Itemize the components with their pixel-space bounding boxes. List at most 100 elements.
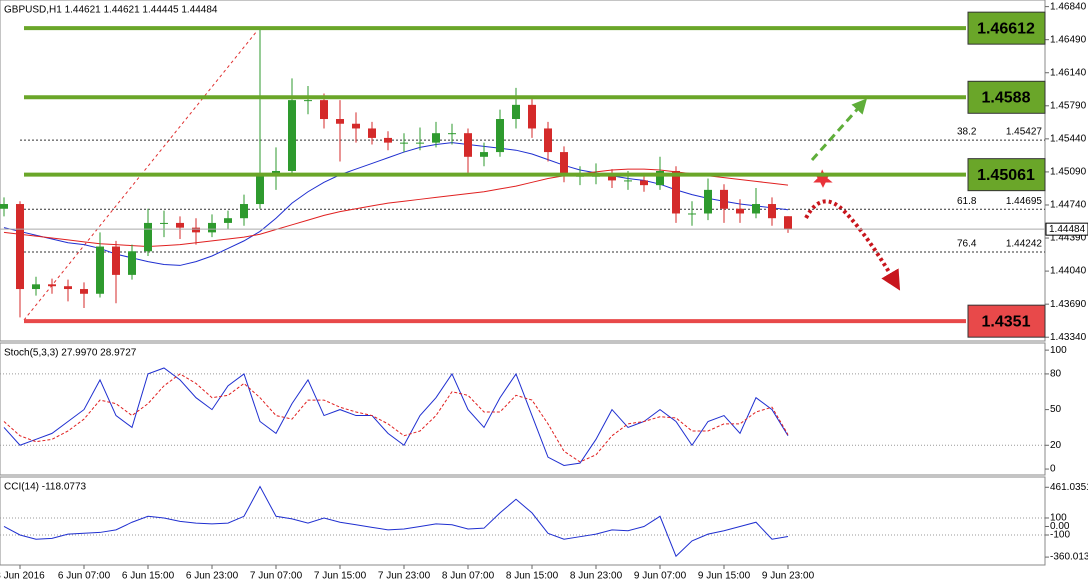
y-tick-label: 100 [1050,513,1067,524]
level-box [967,304,1046,338]
y-tick-label: 1.46490 [1050,34,1087,45]
candle-body [400,142,408,144]
y-tick-label: 100 [1050,345,1067,356]
y-tick-label: 50 [1050,404,1062,415]
candle-body [656,170,664,186]
candle-body [640,180,648,186]
candle-body [544,128,552,153]
last-price-label: 1.44484 [1049,224,1086,235]
panel-title: Stoch(5,3,3) 27.9970 28.9727 [4,348,137,359]
x-tick-label: 9 Jun 23:00 [762,571,815,582]
indicator-line [3,373,789,463]
indicator-line [3,485,789,558]
last-price-box [1045,222,1088,236]
candle-body [736,208,744,214]
candle-body [464,133,472,157]
x-tick-label: 6 Jun 23:00 [186,571,239,582]
main-panel-frame [0,0,1046,342]
candle-body [176,222,184,228]
candle-body [64,286,72,290]
candle-body [0,204,8,209]
candle-body [208,222,216,233]
candle-body [240,204,248,219]
y-tick-label: 1.46140 [1050,67,1087,78]
down-scenario-arrow [804,199,901,291]
indicator-line [3,168,789,248]
x-tick-label: 7 Jun 23:00 [378,571,431,582]
y-tick-label: 1.45790 [1050,100,1087,111]
candle-body [256,175,264,205]
panel-title: GBPUSD,H1 1.44621 1.44621 1.44445 1.4448… [4,5,218,16]
candle-body [448,133,456,135]
candle-body [304,100,312,102]
y-tick-label: -100 [1050,530,1070,541]
level-label: 1.45061 [977,167,1035,184]
y-tick-label: 1.43340 [1050,332,1087,343]
candle-body [112,246,120,275]
candle-body [16,204,24,290]
y-tick-label: 1.44040 [1050,266,1087,277]
x-tick-label: 8 Jun 07:00 [442,571,495,582]
y-tick-label: 1.46840 [1050,1,1087,12]
x-tick-label: 8 Jun 23:00 [570,571,623,582]
x-tick-label: 3 Jun 2016 [0,571,45,582]
candle-body [192,227,200,233]
x-tick-label: 7 Jun 15:00 [314,571,367,582]
candle-body [608,175,616,181]
candle-body [528,104,536,129]
fib-label: 76.4 [957,239,977,250]
y-tick-label: -360.0134 [1050,552,1088,563]
cci-panel-frame [0,476,1046,566]
level-label: 1.4351 [982,313,1031,330]
candle-body [144,222,152,252]
y-tick-label: 1.45090 [1050,167,1087,178]
candle-body [560,152,568,176]
x-tick-label: 6 Jun 15:00 [122,571,175,582]
y-tick-label: 1.45440 [1050,133,1087,144]
y-tick-label: 1.43690 [1050,299,1087,310]
candle-body [704,189,712,214]
level-box [967,11,1046,45]
candle-body [48,284,56,287]
y-tick-label: 0 [1050,464,1056,475]
candle-body [224,218,232,223]
fib-value: 1.44242 [1006,239,1043,250]
x-tick-label: 8 Jun 15:00 [506,571,559,582]
fib-trendline [23,30,258,321]
candle-body [432,133,440,143]
up-scenario-arrow [810,98,867,161]
candle-body [288,100,296,171]
candle-body [336,119,344,124]
candle-body [672,170,680,214]
candle-body [784,216,792,230]
stoch-panel-frame [0,342,1046,476]
y-tick-label: 1.44740 [1050,200,1087,211]
x-tick-label: 9 Jun 07:00 [634,571,687,582]
candle-body [752,204,760,214]
candle-body [688,213,696,215]
level-box [967,80,1046,114]
candle-body [160,222,168,224]
panel-title: CCI(14) -118.0773 [4,482,87,493]
candle-body [96,246,104,294]
candle-body [416,142,424,144]
breakout-icon [810,166,836,191]
candle-body [720,189,728,209]
candle-body [496,119,504,153]
candle-body [368,128,376,138]
candle-body [32,284,40,290]
candle-body [320,100,328,120]
y-tick-label: 20 [1050,440,1062,451]
candle-body [128,251,136,275]
fib-label: 38.2 [957,127,977,138]
candle-body [624,180,632,182]
candle-body [80,289,88,294]
y-tick-label: 80 [1050,369,1062,380]
candle-body [352,123,360,129]
y-tick-label: 0.00 [1050,521,1070,532]
candle-body [512,104,520,120]
candle-body [384,137,392,143]
level-box [967,158,1046,192]
